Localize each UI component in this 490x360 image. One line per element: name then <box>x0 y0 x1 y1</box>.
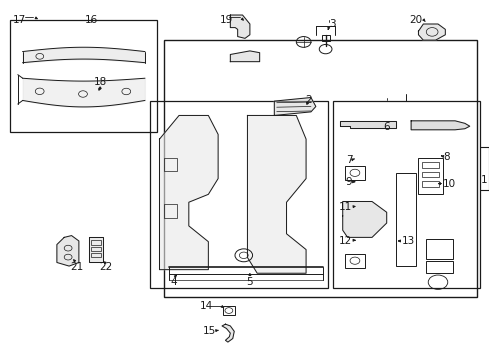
Bar <box>91 253 101 257</box>
Polygon shape <box>274 98 316 116</box>
Text: 5: 5 <box>246 277 253 287</box>
Polygon shape <box>247 116 306 273</box>
Bar <box>150 101 328 288</box>
Bar <box>164 158 176 171</box>
Text: 8: 8 <box>443 152 449 162</box>
Text: 6: 6 <box>383 122 390 132</box>
Bar <box>322 35 330 41</box>
Bar <box>345 166 365 180</box>
Bar <box>345 253 365 268</box>
Polygon shape <box>340 121 396 128</box>
Bar <box>418 158 443 194</box>
Polygon shape <box>411 121 470 130</box>
Text: 16: 16 <box>84 15 98 25</box>
Text: 4: 4 <box>171 277 177 287</box>
Bar <box>164 40 477 297</box>
Text: 22: 22 <box>99 262 112 273</box>
Text: 11: 11 <box>339 202 352 212</box>
Text: 1: 1 <box>481 175 487 185</box>
Bar <box>91 240 101 244</box>
Text: 21: 21 <box>70 262 83 273</box>
Text: 2: 2 <box>305 95 312 105</box>
Polygon shape <box>89 237 103 262</box>
Bar <box>422 162 439 168</box>
Text: 3: 3 <box>330 19 336 29</box>
Bar <box>422 181 439 187</box>
Text: 9: 9 <box>346 177 352 187</box>
Bar <box>422 172 439 177</box>
Polygon shape <box>230 15 250 39</box>
Bar <box>396 173 416 266</box>
Polygon shape <box>222 324 234 342</box>
Polygon shape <box>343 202 387 237</box>
Text: 7: 7 <box>346 155 352 165</box>
Text: 13: 13 <box>401 236 415 246</box>
Text: 19: 19 <box>220 15 233 25</box>
Bar <box>223 306 235 315</box>
Text: 14: 14 <box>200 301 213 311</box>
Polygon shape <box>57 235 79 266</box>
Text: 18: 18 <box>94 77 107 87</box>
Bar <box>10 21 157 132</box>
Bar <box>91 247 101 251</box>
Text: 10: 10 <box>443 179 456 189</box>
Polygon shape <box>230 51 260 62</box>
Bar <box>426 239 453 259</box>
Text: 15: 15 <box>202 325 216 336</box>
Bar <box>164 204 176 218</box>
Bar <box>333 101 480 288</box>
Text: 17: 17 <box>13 15 26 25</box>
Polygon shape <box>159 116 218 270</box>
Polygon shape <box>418 24 445 40</box>
Text: 20: 20 <box>410 15 422 25</box>
Text: 12: 12 <box>339 236 352 246</box>
Bar <box>426 261 453 273</box>
